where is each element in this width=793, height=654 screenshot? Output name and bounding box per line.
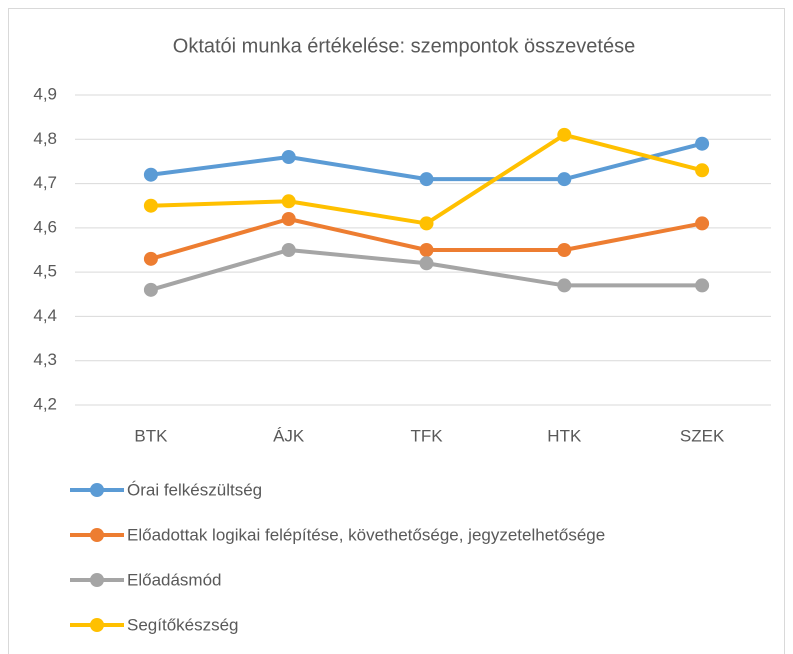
- data-point: [281, 243, 296, 257]
- chart-frame: [8, 8, 785, 654]
- data-point: [557, 127, 572, 142]
- data-point: [281, 194, 296, 209]
- data-point: [557, 172, 572, 187]
- data-point: [557, 278, 572, 293]
- data-point: [281, 150, 296, 164]
- data-point: [419, 256, 434, 271]
- data-point: [143, 167, 158, 182]
- y-tick-label: 4,2: [33, 394, 57, 413]
- legend-marker: [90, 573, 104, 587]
- data-point: [419, 243, 434, 257]
- legend-marker: [90, 618, 104, 632]
- data-point: [695, 136, 710, 151]
- x-tick-label: SZEK: [680, 426, 725, 445]
- legend-label: Órai felkészültség: [127, 480, 262, 499]
- y-tick-label: 4,6: [33, 217, 57, 236]
- y-tick-label: 4,5: [33, 262, 57, 281]
- data-point: [143, 251, 158, 266]
- data-point: [143, 198, 158, 213]
- y-tick-label: 4,7: [33, 173, 57, 192]
- legend-label: Segítőkészség: [127, 615, 239, 634]
- legend-marker: [90, 528, 104, 542]
- data-point: [281, 212, 296, 226]
- data-point: [695, 163, 710, 178]
- y-tick-label: 4,4: [33, 306, 57, 325]
- data-point: [419, 172, 434, 187]
- legend-marker: [90, 483, 104, 497]
- data-point: [419, 216, 434, 231]
- legend-label: Előadottak logikai felépítése, követhető…: [127, 525, 605, 544]
- data-point: [695, 278, 710, 293]
- legend-label: Előadásmód: [127, 570, 222, 589]
- x-tick-label: TFK: [410, 426, 443, 445]
- x-tick-label: HTK: [547, 426, 582, 445]
- x-tick-label: ÁJK: [273, 426, 305, 445]
- x-tick-label: BTK: [134, 426, 168, 445]
- data-point: [557, 243, 572, 257]
- data-point: [143, 282, 158, 297]
- chart-title: Oktatói munka értékelése: szempontok öss…: [173, 35, 635, 57]
- data-point: [695, 216, 710, 231]
- y-tick-label: 4,9: [33, 84, 57, 103]
- y-tick-label: 4,3: [33, 350, 57, 369]
- y-tick-label: 4,8: [33, 129, 57, 148]
